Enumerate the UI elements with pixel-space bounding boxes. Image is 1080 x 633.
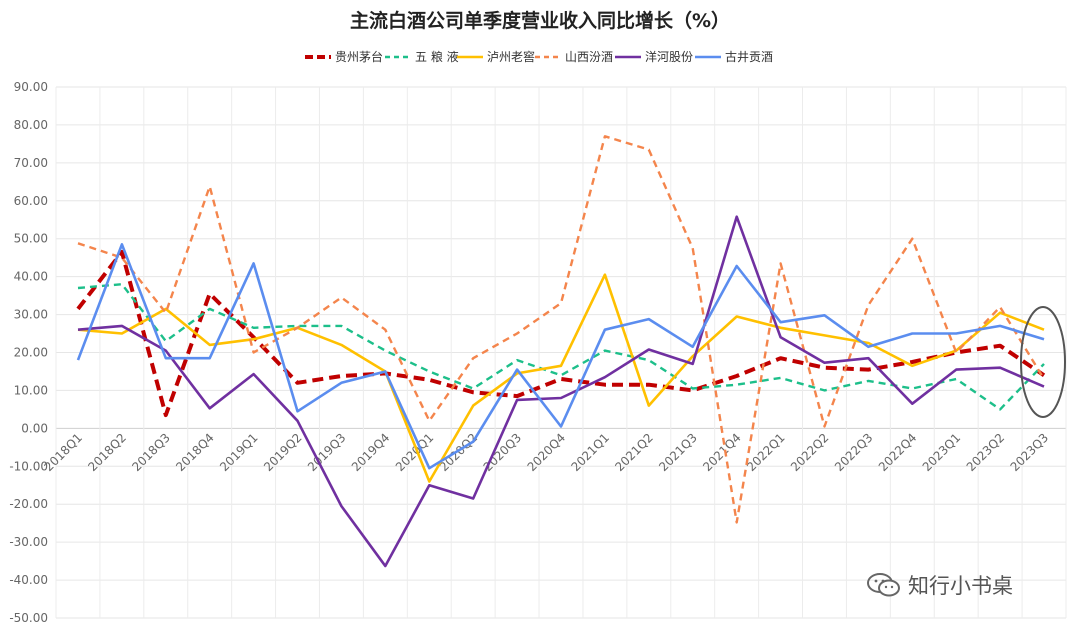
legend-label: 泸州老窖 <box>487 49 535 64</box>
legend-label: 山西汾酒 <box>565 50 613 64</box>
highlight-ellipse <box>1020 306 1066 418</box>
y-tick-label: -50.00 <box>9 611 48 625</box>
chart-title: 主流白酒公司单季度营业收入同比增长（%） <box>350 9 730 32</box>
x-tick-label: 2019Q2 <box>261 431 305 475</box>
series-line-5 <box>77 215 1045 568</box>
x-tick-label: 2019Q4 <box>349 431 393 475</box>
series-line-3 <box>77 273 1045 483</box>
wechat-icon <box>867 573 900 597</box>
legend-label: 贵州茅台 <box>335 49 383 64</box>
x-tick-label: 2023Q2 <box>964 431 1008 475</box>
legend: 贵州茅台 五 粮 液 泸州老窖 山西汾酒 洋河股份 古井贡酒 <box>305 49 773 64</box>
x-tick-label: 2018Q4 <box>173 431 217 475</box>
y-tick-label: 90.00 <box>14 80 48 94</box>
series-lines <box>76 135 1046 568</box>
x-tick-label: 2020Q4 <box>525 431 569 475</box>
y-tick-label: 0.00 <box>21 421 48 435</box>
x-tick-label: 2020Q2 <box>437 431 481 475</box>
series-line-1 <box>76 250 1046 418</box>
y-tick-label: -10.00 <box>9 459 48 473</box>
x-tick-label: 2023Q1 <box>920 431 964 475</box>
series-line-6 <box>76 243 1045 470</box>
legend-label: 五 粮 液 <box>415 49 459 64</box>
x-tick-label: 2018Q3 <box>129 431 173 475</box>
x-tick-label: 2019Q1 <box>217 431 261 475</box>
y-tick-label: 20.00 <box>14 346 48 360</box>
x-tick-label: 2021Q1 <box>568 431 612 475</box>
x-tick-label: 2018Q1 <box>42 431 86 475</box>
x-tick-label: 2021Q3 <box>656 431 700 475</box>
y-tick-label: 60.00 <box>14 194 48 208</box>
y-tick-label: -30.00 <box>9 535 48 549</box>
gridlines <box>55 86 1067 619</box>
y-tick-label: 40.00 <box>14 270 48 284</box>
x-tick-label: 2022Q2 <box>788 431 832 475</box>
watermark: 知行小书桌 <box>866 570 1013 600</box>
legend-label: 古井贡酒 <box>725 49 773 64</box>
y-tick-label: 70.00 <box>14 156 48 170</box>
x-tick-label: 2022Q3 <box>832 431 876 475</box>
x-tick-label: 2021Q2 <box>612 431 656 475</box>
x-tick-label: 2022Q4 <box>876 431 920 475</box>
legend-label: 洋河股份 <box>645 49 693 64</box>
x-tick-label: 2021Q4 <box>700 431 744 475</box>
x-axis: 2018Q1 2018Q2 2018Q3 2018Q4 2019Q1 2019Q2 2019… <box>42 431 1052 475</box>
y-tick-label: -20.00 <box>9 497 48 511</box>
y-tick-label: 80.00 <box>14 118 48 132</box>
y-tick-label: 30.00 <box>14 308 48 322</box>
x-tick-label: 2019Q3 <box>305 431 349 475</box>
series-line-2 <box>77 283 1045 411</box>
x-tick-label: 2023Q3 <box>1008 431 1052 475</box>
y-tick-label: 10.00 <box>14 383 48 397</box>
watermark-text: 知行小书桌 <box>908 574 1013 598</box>
y-tick-label: -40.00 <box>9 573 48 587</box>
y-axis: 90.00 80.00 70.00 60.00 50.00 40.00 30.00 20.00… <box>9 80 48 625</box>
x-tick-label: 2018Q2 <box>85 431 129 475</box>
y-tick-label: 50.00 <box>14 232 48 246</box>
